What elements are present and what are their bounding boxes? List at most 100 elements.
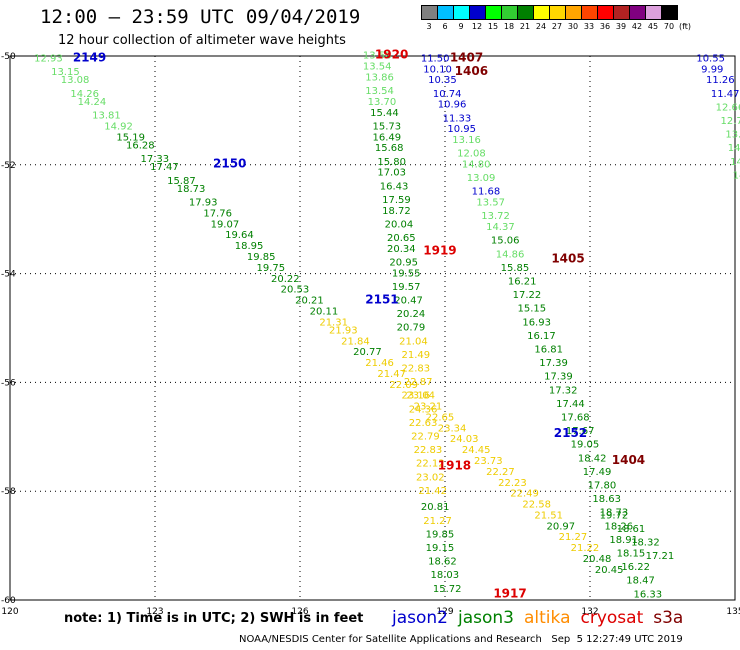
- wave-height-value: 18.32: [631, 538, 660, 549]
- wave-height-value: 16.21: [508, 276, 537, 287]
- pass-number-label: 1404: [612, 453, 645, 467]
- wave-height-value: 18.91: [609, 535, 638, 546]
- wave-height-value: 20.77: [353, 347, 382, 358]
- legend-label: 33: [583, 22, 595, 31]
- wave-height-value: 16.49: [373, 132, 402, 143]
- wave-height-value: 17.67: [566, 426, 595, 437]
- wave-height-value: 24.45: [462, 445, 491, 456]
- wave-height-value: 22.65: [426, 412, 455, 423]
- wave-height-value: 21.47: [377, 369, 406, 380]
- y-tick-label: -58: [1, 487, 16, 497]
- legend-label: 30: [567, 22, 579, 31]
- y-tick-label: -56: [1, 378, 16, 388]
- wave-height-value: 20.48: [583, 554, 612, 565]
- wave-height-value: 13.99: [725, 130, 740, 141]
- wave-height-value: 21.27: [423, 516, 452, 527]
- wave-height-value: 19.05: [571, 440, 600, 451]
- wave-height-value: 15.80: [377, 157, 406, 168]
- wave-height-value: 21.42: [418, 486, 447, 497]
- wave-height-value: 24.36: [409, 404, 438, 415]
- wave-height-value: 16.33: [634, 589, 663, 600]
- wave-height-value: 21.31: [319, 317, 348, 328]
- legend-swatch: [661, 5, 678, 20]
- wave-height-value: 21.27: [559, 532, 588, 543]
- map-subtitle: 12 hour collection of altimeter wave hei…: [58, 33, 346, 48]
- wave-height-value: 17.49: [583, 467, 612, 478]
- wave-height-value: 13.54: [363, 62, 392, 73]
- pass-number-label: 2150: [213, 157, 246, 171]
- wave-height-value: 11.33: [443, 113, 472, 124]
- wave-height-value: 18.47: [626, 576, 655, 587]
- wave-height-value: 17.32: [549, 385, 578, 396]
- wave-height-value: 13.16: [452, 135, 481, 146]
- wave-height-value: 15.15: [518, 304, 547, 315]
- wave-height-value: 20.65: [387, 233, 416, 244]
- wave-height-value: 19.07: [211, 219, 240, 230]
- wave-height-value: 21.49: [402, 350, 431, 361]
- wave-height-value: 21.51: [534, 510, 563, 521]
- wave-height-value: 18.15: [617, 548, 646, 559]
- y-tick-label: -52: [1, 161, 16, 171]
- wave-height-value: 21.46: [365, 358, 394, 369]
- wave-height-value: 17.39: [544, 372, 573, 383]
- wave-height-value: 20.53: [281, 285, 310, 296]
- wave-height-value: 16.43: [380, 181, 409, 192]
- wave-height-value: 22.09: [389, 380, 418, 391]
- wave-height-value: 14.86: [496, 249, 525, 260]
- wave-height-value: 18.63: [592, 494, 621, 505]
- wave-height-value: 16.81: [534, 344, 563, 355]
- wave-height-value: 22.83: [402, 364, 431, 375]
- wave-height-value: 10.55: [696, 53, 725, 64]
- legend-label: 39: [615, 22, 627, 31]
- map-frame: [9, 55, 736, 601]
- satellite-key-jason3: jason3: [458, 608, 514, 628]
- x-tick-label: 129: [436, 607, 453, 617]
- wave-height-value: 17.47: [150, 162, 179, 173]
- x-tick-label: 120: [1, 607, 18, 617]
- wave-height-value: 14.37: [486, 222, 515, 233]
- wave-height-value: 22.49: [510, 489, 539, 500]
- wave-height-value: 22.83: [414, 445, 443, 456]
- wave-height-value: 19.75: [257, 263, 286, 274]
- wave-height-value: 17.68: [561, 412, 590, 423]
- wave-height-value: 13.86: [365, 72, 394, 83]
- legend-label: 3: [426, 22, 432, 31]
- wave-height-value: 10.74: [433, 89, 462, 100]
- wave-height-value: 14.80: [462, 160, 491, 171]
- wave-height-value: 13.58: [363, 51, 392, 62]
- satellite-key-cryosat: cryosat: [580, 608, 644, 628]
- wave-height-value: 19.72: [600, 510, 629, 521]
- wave-height-value: 21.93: [329, 325, 358, 336]
- wave-height-value: 20.04: [385, 219, 414, 230]
- legend-label: 18: [503, 22, 515, 31]
- wave-height-value: 17.44: [556, 399, 585, 410]
- y-tick-label: -60: [1, 596, 16, 606]
- wave-height-value: 15.72: [433, 584, 462, 595]
- wave-height-value: 13.81: [92, 111, 121, 122]
- pass-number-label: 1407: [450, 50, 483, 64]
- pass-number-label: 2151: [365, 293, 398, 307]
- wave-height-value: 13.54: [365, 86, 394, 97]
- wave-height-value: 13.15: [51, 67, 80, 78]
- credit-line: NOAA/NESDIS Center for Satellite Applica…: [239, 634, 683, 645]
- legend-label: 45: [647, 22, 659, 31]
- legend-label: 9: [458, 22, 464, 31]
- wave-height-value: 22.27: [486, 467, 515, 478]
- wave-height-value: 17.33: [141, 154, 170, 165]
- legend-label: 24: [535, 22, 547, 31]
- pass-number-label: 1405: [551, 252, 584, 266]
- wave-height-value: 14.96: [733, 170, 740, 181]
- wave-height-value: 20.21: [295, 296, 324, 307]
- wave-height-value: 22.23: [498, 478, 527, 489]
- x-tick-label: 126: [291, 607, 308, 617]
- wave-height-value: 15.19: [116, 132, 145, 143]
- pass-number-label: 1919: [423, 244, 456, 258]
- x-tick-label: 132: [581, 607, 598, 617]
- wave-height-value: 12.93: [34, 53, 63, 64]
- wave-height-value: 24.03: [450, 434, 479, 445]
- wave-height-value: 16.93: [522, 317, 551, 328]
- wave-height-value: 23.04: [406, 391, 435, 402]
- wave-height-value: 10.95: [447, 124, 476, 135]
- wave-height-value: 21.04: [399, 336, 428, 347]
